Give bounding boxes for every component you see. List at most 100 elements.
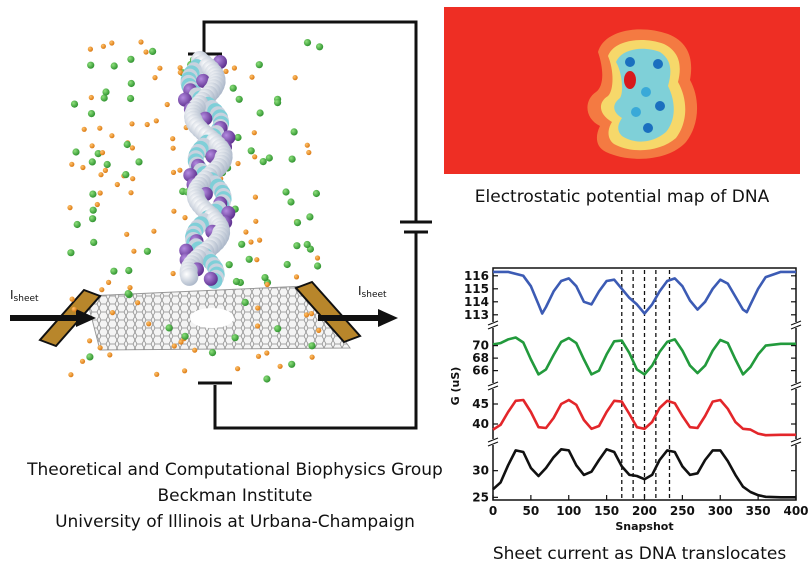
ion (192, 347, 198, 353)
ion (243, 229, 249, 235)
ion (252, 194, 258, 200)
ion (255, 305, 261, 311)
x-tick-label: 350 (746, 504, 771, 518)
counter-ion (165, 324, 173, 332)
axis-break-mark (790, 381, 802, 387)
y-tick-label: 30 (472, 464, 489, 478)
counter-ion (127, 79, 135, 88)
series-line-1 (493, 270, 796, 315)
heatmap-core-5 (631, 107, 641, 117)
ion (71, 306, 77, 312)
ion (170, 169, 177, 175)
ion (304, 142, 310, 148)
counter-ion (124, 290, 132, 298)
ion (292, 75, 298, 81)
counter-ion (241, 298, 249, 306)
x-tick-label: 100 (556, 504, 581, 518)
counter-ion (314, 262, 322, 270)
ion (80, 164, 86, 171)
ion (109, 133, 115, 139)
axis-break (489, 383, 497, 389)
ion (182, 368, 188, 374)
counter-ion (143, 247, 151, 255)
ion (109, 310, 116, 316)
electrostatic-potential-map (444, 7, 800, 174)
counter-ion (232, 277, 240, 286)
counter-ion (274, 99, 282, 107)
ion (135, 300, 141, 306)
ion (223, 68, 229, 74)
axis-break-mark (790, 441, 802, 447)
counter-ion (308, 342, 316, 350)
ion (171, 208, 177, 214)
ion (146, 321, 152, 327)
current-arrow-left (10, 309, 96, 327)
heatmap-core-2 (653, 59, 663, 69)
ion (100, 43, 106, 49)
counter-ion (235, 95, 243, 103)
ion (255, 353, 262, 359)
counter-ion (87, 110, 96, 118)
counter-ion (316, 43, 324, 51)
counter-ion (261, 274, 269, 282)
counter-ion (122, 171, 130, 179)
y-axis-label: G (uS) (449, 367, 462, 406)
ion (293, 274, 300, 280)
ion (102, 167, 108, 173)
counter-ion (303, 39, 312, 47)
y-tick-label: 25 (472, 490, 489, 504)
counter-ion (127, 55, 135, 63)
axis-break-mark (487, 385, 499, 391)
ion (235, 366, 241, 372)
institute-name: Beckman Institute (157, 486, 313, 506)
series-line-2 (492, 336, 796, 376)
counter-ion (102, 88, 110, 96)
ion (255, 323, 261, 329)
current-arrow-right (318, 309, 398, 327)
counter-ion (89, 215, 97, 223)
axis-break-mark (487, 320, 499, 326)
ion (177, 167, 183, 173)
counter-ion (238, 240, 246, 248)
ion (157, 65, 163, 71)
ion (170, 145, 176, 151)
counter-ion (72, 148, 80, 156)
counter-ion (287, 198, 295, 206)
x-tick-label: 150 (594, 504, 619, 518)
ion (138, 39, 144, 45)
nanopore (190, 308, 234, 328)
ion (130, 176, 136, 182)
x-tick-label: 250 (670, 504, 695, 518)
counter-ion (256, 109, 264, 117)
y-tick-label: 45 (472, 397, 489, 411)
counter-ion (110, 62, 118, 70)
counter-ion (282, 188, 290, 196)
axis-break-mark (790, 324, 802, 330)
group-credit: Theoretical and Computational Biophysics… (0, 457, 470, 535)
ion (249, 74, 255, 80)
heatmap-core-1 (625, 57, 635, 67)
ion (251, 130, 257, 136)
y-tick-label: 116 (464, 269, 489, 283)
ion (69, 296, 75, 302)
ion (143, 49, 149, 55)
phosphate-atom (203, 271, 218, 286)
counter-ion (255, 61, 263, 69)
ion (79, 358, 86, 364)
counter-ion (103, 160, 111, 169)
ion (99, 150, 106, 156)
ion (69, 161, 75, 167)
chart-caption: Sheet current as DNA translocates (492, 544, 787, 564)
ion (131, 248, 137, 254)
ion (97, 125, 103, 131)
counter-ion (125, 266, 133, 275)
ion (257, 237, 263, 243)
ion (264, 350, 270, 356)
ion (153, 118, 159, 124)
ion (171, 343, 177, 349)
axis-break (489, 322, 497, 328)
axis-break (489, 439, 497, 445)
ion (151, 228, 157, 234)
ion (314, 255, 321, 261)
heatmap-caption: Electrostatic potential map of DNA (474, 187, 770, 207)
